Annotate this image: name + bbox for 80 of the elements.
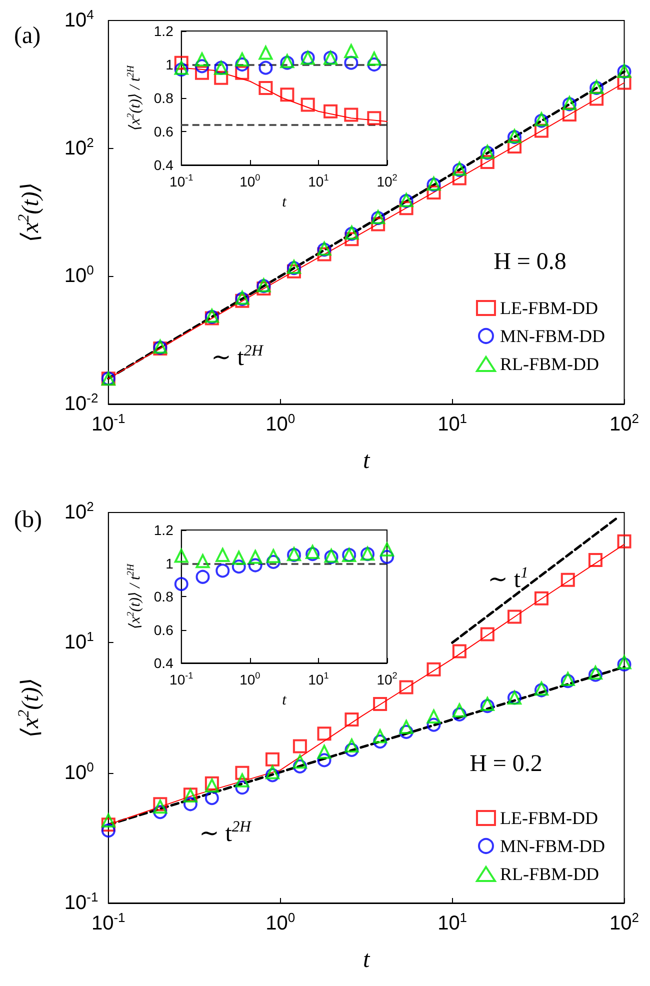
point — [258, 60, 273, 75]
y-tick-label: 0.8 — [154, 588, 174, 604]
point — [280, 88, 294, 102]
y-tick-label: 0.4 — [154, 157, 174, 173]
point — [426, 709, 441, 724]
point — [232, 560, 246, 574]
point — [588, 552, 602, 567]
point — [194, 52, 209, 66]
annotation: H = 0.2 — [470, 751, 542, 777]
y-tick-label: 0.6 — [154, 622, 174, 638]
y-tick-label: 0.6 — [154, 124, 174, 140]
point — [235, 766, 250, 780]
annotation: H = 0.8 — [494, 249, 566, 275]
x-axis-title: t — [282, 194, 288, 210]
y-tick-label: 1 — [166, 555, 174, 572]
point — [258, 46, 273, 60]
y-tick-label: 1 — [166, 56, 174, 72]
x-axis-title: t — [282, 692, 288, 708]
point — [452, 707, 466, 722]
point — [480, 699, 494, 714]
point — [258, 80, 273, 95]
x-axis-title: t — [362, 448, 371, 474]
point — [153, 805, 168, 820]
point — [344, 712, 359, 726]
point — [534, 591, 548, 606]
point — [317, 744, 332, 759]
point — [560, 674, 575, 688]
point — [153, 800, 168, 814]
point — [300, 98, 315, 112]
y-axis-title: ⟨x2(t)⟩ / t2H — [126, 562, 144, 630]
legend-label: MN-FBM-DD — [500, 326, 606, 346]
point — [196, 570, 210, 584]
point — [306, 544, 320, 559]
point — [235, 780, 250, 795]
point — [232, 550, 246, 565]
point — [380, 542, 394, 556]
point — [317, 753, 332, 768]
point — [480, 696, 494, 711]
point — [344, 108, 358, 122]
point — [426, 662, 441, 676]
point — [344, 44, 358, 58]
point — [344, 738, 359, 753]
y-axis-title: ⟨x2(t)⟩ / t2H — [126, 64, 144, 131]
point — [317, 726, 332, 741]
y-tick-label: 1.2 — [154, 23, 174, 39]
point — [617, 534, 632, 548]
point — [324, 104, 338, 118]
point — [196, 554, 210, 568]
y-axis-title: ⟨x2(t)⟩ — [16, 182, 44, 242]
point — [560, 672, 575, 686]
point — [426, 718, 441, 732]
point — [399, 724, 414, 739]
point — [380, 550, 394, 564]
point — [194, 66, 209, 80]
legend-label: RL-FBM-DD — [500, 354, 600, 374]
point — [399, 720, 414, 734]
point — [399, 680, 414, 694]
point — [480, 627, 494, 642]
point — [235, 773, 250, 788]
text: (b) — [14, 507, 42, 533]
x-axis-title: t — [362, 947, 371, 973]
y-tick-label: 1.2 — [154, 522, 174, 538]
y-tick-label: 0.8 — [154, 90, 174, 106]
point — [344, 742, 359, 757]
point — [344, 56, 358, 70]
point — [508, 610, 522, 624]
point — [195, 59, 209, 74]
y-tick-label: 0.4 — [154, 655, 174, 671]
point — [306, 547, 320, 562]
legend-label: LE-FBM-DD — [500, 298, 598, 318]
point — [153, 797, 168, 812]
legend-label: MN-FBM-DD — [500, 836, 606, 856]
point — [560, 572, 575, 587]
legend-label: RL-FBM-DD — [500, 864, 600, 884]
point — [174, 56, 188, 70]
point — [452, 644, 466, 658]
legend-label: LE-FBM-DD — [500, 808, 598, 828]
y-axis-title: ⟨x2(t)⟩ — [16, 678, 44, 738]
point — [452, 703, 466, 718]
text: (a) — [14, 23, 41, 49]
